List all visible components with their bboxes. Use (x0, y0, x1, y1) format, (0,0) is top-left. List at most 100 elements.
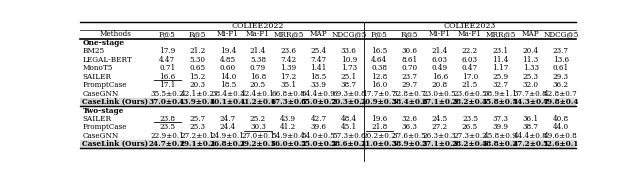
Text: 29.2±0.1: 29.2±0.1 (240, 140, 276, 148)
Text: 44.0: 44.0 (553, 123, 569, 131)
Text: 16.8: 16.8 (250, 73, 266, 81)
Text: P@5: P@5 (159, 30, 175, 38)
Text: 15.2: 15.2 (189, 73, 205, 81)
Text: 23.0±0.5: 23.0±0.5 (423, 90, 456, 98)
Text: 11.4: 11.4 (492, 56, 508, 64)
Text: 67.3±0.5: 67.3±0.5 (270, 98, 307, 106)
Text: 48.8±0.2: 48.8±0.2 (482, 140, 518, 148)
Text: 33.9: 33.9 (310, 81, 326, 89)
Text: 23.6: 23.6 (280, 47, 296, 55)
Text: 29.7: 29.7 (401, 81, 417, 89)
Text: 28.2±0.3: 28.2±0.3 (452, 140, 488, 148)
Text: CaseLink (Ours): CaseLink (Ours) (83, 140, 148, 148)
Text: COLIEE2023: COLIEE2023 (444, 22, 496, 30)
Text: 20.4: 20.4 (522, 47, 539, 55)
Text: 65.0±0.2: 65.0±0.2 (300, 98, 337, 106)
Text: 21.0±0.3: 21.0±0.3 (361, 140, 397, 148)
Text: 23.7: 23.7 (401, 73, 417, 81)
Text: 26.3±0.3: 26.3±0.3 (423, 132, 456, 140)
Text: 64.4±0.9: 64.4±0.9 (301, 90, 335, 98)
Text: 5.38: 5.38 (250, 56, 266, 64)
Text: Ma-F1: Ma-F1 (458, 30, 482, 38)
Text: 39.6: 39.6 (310, 123, 326, 131)
Text: PromptCase: PromptCase (83, 123, 127, 131)
Text: MRR@5: MRR@5 (273, 30, 303, 38)
Text: 23.5: 23.5 (462, 115, 478, 123)
Text: 42.4±0.1: 42.4±0.1 (241, 90, 275, 98)
Text: 35.5±0.2: 35.5±0.2 (150, 90, 184, 98)
Text: Mi-F1: Mi-F1 (429, 30, 451, 38)
Text: 25.3: 25.3 (189, 123, 205, 131)
Text: 42.8±0.7: 42.8±0.7 (544, 90, 578, 98)
Text: 33.6: 33.6 (341, 47, 356, 55)
Text: R@5: R@5 (189, 30, 206, 38)
Text: 43.9±0.1: 43.9±0.1 (179, 98, 216, 106)
Text: MAP: MAP (310, 30, 328, 38)
Text: 24.7±0.1: 24.7±0.1 (149, 140, 186, 148)
Text: 38.7: 38.7 (523, 123, 539, 131)
Text: Methods: Methods (100, 30, 132, 38)
Text: 37.6±0.5: 37.6±0.5 (392, 132, 426, 140)
Text: 0.79: 0.79 (250, 64, 266, 72)
Text: 70.3±0.1: 70.3±0.1 (330, 98, 367, 106)
Text: 23.7: 23.7 (553, 47, 569, 55)
Text: CaseGNN: CaseGNN (83, 132, 119, 140)
Text: 52.6±0.1: 52.6±0.1 (543, 140, 579, 148)
Text: 54.9±0.4: 54.9±0.4 (271, 132, 305, 140)
Text: 38.9±1.1: 38.9±1.1 (483, 90, 517, 98)
Text: 49.8±0.4: 49.8±0.4 (543, 98, 579, 106)
Text: 0.38: 0.38 (371, 64, 387, 72)
Text: 29.1±0.1: 29.1±0.1 (179, 140, 216, 148)
Text: BM25: BM25 (83, 47, 104, 55)
Text: 66.8±0.8: 66.8±0.8 (271, 90, 305, 98)
Text: 1.41: 1.41 (310, 64, 327, 72)
Text: 19.6: 19.6 (371, 115, 387, 123)
Text: Two-stage: Two-stage (83, 107, 124, 115)
Text: 32.7: 32.7 (492, 81, 508, 89)
Text: 21.4: 21.4 (250, 47, 266, 55)
Text: 26.8±0.1: 26.8±0.1 (209, 140, 246, 148)
Text: 25.3: 25.3 (523, 73, 539, 81)
Text: 0.60: 0.60 (220, 64, 236, 72)
Text: 56.0±0.2: 56.0±0.2 (270, 140, 307, 148)
Text: 21.2: 21.2 (189, 47, 205, 55)
Text: 38.4±0.3: 38.4±0.3 (211, 90, 244, 98)
Text: 27.1±0.3: 27.1±0.3 (421, 98, 458, 106)
Text: CaseLink (Ours): CaseLink (Ours) (83, 98, 148, 106)
Text: 4.85: 4.85 (220, 56, 236, 64)
Text: 17.0: 17.0 (462, 73, 478, 81)
Text: 5.30: 5.30 (189, 56, 205, 64)
Text: 36.2: 36.2 (553, 81, 569, 89)
Text: 36.3: 36.3 (401, 123, 417, 131)
Text: 27.2±0.1: 27.2±0.1 (180, 132, 214, 140)
Text: SAILER: SAILER (83, 115, 111, 123)
Text: 7.47: 7.47 (310, 56, 326, 64)
Text: 40.8: 40.8 (553, 115, 569, 123)
Text: 25.4: 25.4 (310, 47, 326, 55)
Text: 17.9: 17.9 (159, 47, 175, 55)
Text: 1.33: 1.33 (523, 64, 539, 72)
Text: 4.64: 4.64 (371, 56, 387, 64)
Text: 23.1: 23.1 (492, 47, 508, 55)
Text: 20.3: 20.3 (189, 81, 205, 89)
Text: 42.1±0.2: 42.1±0.2 (180, 90, 214, 98)
Text: 32.0: 32.0 (523, 81, 539, 89)
Text: NDCG@5: NDCG@5 (331, 30, 367, 38)
Text: 57.3±0.6: 57.3±0.6 (332, 132, 365, 140)
Text: 45.8±0.9: 45.8±0.9 (483, 132, 517, 140)
Text: 6.03: 6.03 (432, 56, 448, 64)
Text: 19.4: 19.4 (220, 47, 236, 55)
Text: 24.7: 24.7 (220, 115, 236, 123)
Text: 16.6: 16.6 (159, 73, 175, 81)
Text: 1.39: 1.39 (280, 64, 296, 72)
Text: LEGAL-BERT: LEGAL-BERT (83, 56, 132, 64)
Text: 0.70: 0.70 (401, 64, 417, 72)
Text: 8.61: 8.61 (401, 56, 417, 64)
Text: PromptCase: PromptCase (83, 81, 127, 89)
Text: 30.3: 30.3 (250, 123, 266, 131)
Text: 27.0±0.1: 27.0±0.1 (241, 132, 275, 140)
Text: 39.9: 39.9 (492, 123, 508, 131)
Text: 38.7: 38.7 (341, 81, 357, 89)
Text: R@5: R@5 (401, 30, 418, 38)
Text: 14.0: 14.0 (220, 73, 236, 81)
